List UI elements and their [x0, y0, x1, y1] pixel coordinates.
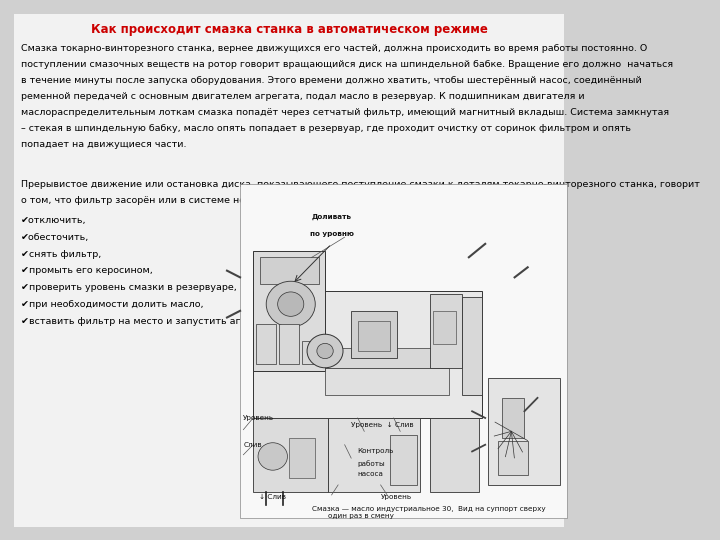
Bar — [240, 184, 567, 518]
Circle shape — [278, 292, 304, 316]
Text: Контроль: Контроль — [358, 448, 394, 455]
Circle shape — [317, 343, 333, 359]
Text: Доливать: Доливать — [312, 214, 351, 220]
Bar — [256, 324, 276, 365]
Circle shape — [307, 334, 343, 368]
Text: попадает на движущиеся части.: попадает на движущиеся части. — [22, 140, 187, 149]
Bar — [328, 418, 420, 491]
Text: ✔проверить уровень смазки в резервуаре,: ✔проверить уровень смазки в резервуаре, — [22, 283, 237, 292]
Bar — [253, 418, 328, 491]
Text: Смазка токарно-винторезного станка, вернее движущихся его частей, должна происхо: Смазка токарно-винторезного станка, верн… — [22, 44, 648, 53]
Bar — [430, 294, 462, 368]
Bar — [302, 341, 318, 364]
Text: ✔при необходимости долить масло,: ✔при необходимости долить масло, — [22, 300, 204, 309]
Bar — [253, 251, 325, 371]
Text: ременной передачей с основным двигателем агрегата, подал масло в резервуар. К по: ременной передачей с основным двигателем… — [22, 92, 585, 101]
FancyBboxPatch shape — [14, 14, 564, 526]
Bar — [498, 441, 528, 475]
Text: Как происходит смазка станка в автоматическом режиме: Как происходит смазка станка в автоматич… — [91, 23, 487, 36]
Bar — [433, 311, 456, 345]
Text: Уровень  ↓ Слив: Уровень ↓ Слив — [351, 422, 414, 428]
Text: в течение минуты после запуска оборудования. Этого времени должно хватить, чтобы: в течение минуты после запуска оборудова… — [22, 76, 642, 85]
Bar — [488, 378, 560, 485]
Bar — [502, 398, 524, 438]
Text: один раз в смену: один раз в смену — [328, 514, 394, 519]
Text: Смазка — масло индустриальное 30,: Смазка — масло индустриальное 30, — [312, 506, 454, 512]
Bar — [325, 348, 449, 368]
Text: по уровню: по уровню — [310, 231, 354, 237]
Text: Вид на суппорт сверху: Вид на суппорт сверху — [458, 506, 545, 512]
Text: – стекая в шпиндельную бабку, масло опять попадает в резервуар, где проходит очи: – стекая в шпиндельную бабку, масло опят… — [22, 124, 631, 133]
Bar — [260, 257, 318, 284]
Text: поступлении смазочных веществ на ротор говорит вращающийся диск на шпиндельной б: поступлении смазочных веществ на ротор г… — [22, 60, 673, 69]
Bar — [289, 438, 315, 478]
Circle shape — [266, 281, 315, 327]
Text: Уровень: Уровень — [381, 494, 412, 500]
Text: Слив: Слив — [243, 442, 262, 448]
Text: Уровень: Уровень — [243, 415, 274, 421]
Text: работы: работы — [358, 460, 385, 467]
Bar — [358, 321, 390, 351]
Bar — [462, 298, 482, 395]
Bar — [351, 311, 397, 357]
Text: насоса: насоса — [358, 471, 384, 477]
Text: ✔отключить,: ✔отключить, — [22, 217, 87, 225]
Text: ↓ Слив: ↓ Слив — [259, 494, 287, 500]
Text: ✔снять фильтр,: ✔снять фильтр, — [22, 249, 102, 259]
Text: ✔вставить фильтр на место и запустить агрегат: ✔вставить фильтр на место и запустить аг… — [22, 316, 269, 326]
Text: маслораспределительным лоткам смазка попадёт через сетчатый фильтр, имеющий магн: маслораспределительным лоткам смазка поп… — [22, 108, 670, 117]
Bar — [390, 435, 417, 485]
Text: ✔промыть его керосином,: ✔промыть его керосином, — [22, 266, 153, 275]
Circle shape — [258, 443, 287, 470]
Text: Прерывистое движение или остановка диска, показывающего поступление смазки к дет: Прерывистое движение или остановка диска… — [22, 180, 701, 189]
Bar — [279, 324, 299, 365]
Bar — [253, 291, 482, 418]
Bar — [430, 418, 479, 491]
Text: о том, что фильтр засорён или в системе недостаточно смазки. В этом случае стано: о том, что фильтр засорён или в системе … — [22, 196, 520, 205]
Text: ✔обесточить,: ✔обесточить, — [22, 233, 90, 242]
Bar — [325, 368, 449, 395]
